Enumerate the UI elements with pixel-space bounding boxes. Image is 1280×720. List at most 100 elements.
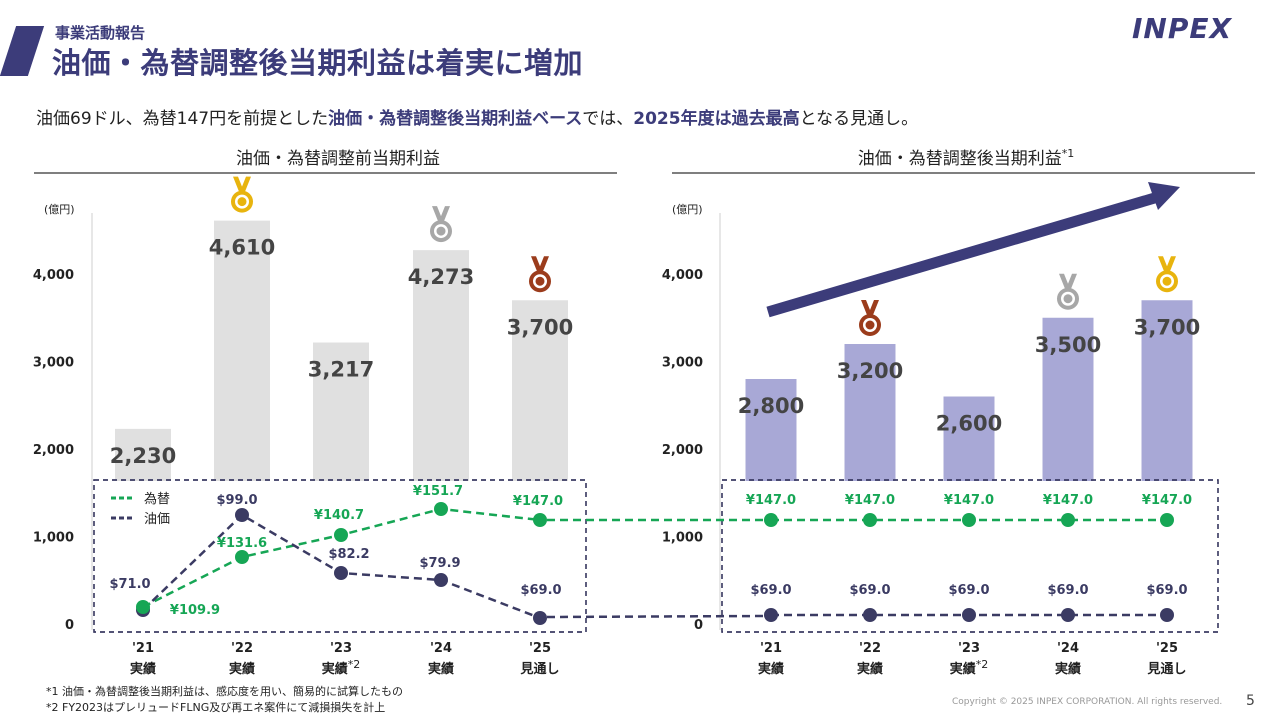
before-medal-bronze-icon-ribbon xyxy=(531,256,549,272)
after-x-footnote-mark: *2 xyxy=(976,658,989,671)
after-fx-label: ¥147.0 xyxy=(944,493,994,508)
after-bar-value: 3,500 xyxy=(1035,333,1101,357)
before-medal-bronze-icon-core xyxy=(535,276,545,286)
before-assumption-box-fill xyxy=(95,481,585,631)
after-fx-label: ¥147.0 xyxy=(746,493,796,508)
trend-arrow-shaft xyxy=(766,191,1160,318)
after-assumption-box-fill xyxy=(723,481,1217,631)
inpex-logo: INPEX xyxy=(1132,12,1233,45)
after-x-tick: '23 xyxy=(958,641,980,656)
after-fx-point xyxy=(962,513,976,527)
copyright: Copyright © 2025 INPEX CORPORATION. All … xyxy=(952,697,1223,707)
summary-part-5: となる見通し。 xyxy=(799,109,919,129)
after-medal-gold-icon-core xyxy=(1162,276,1172,286)
after-y-tick: 0 xyxy=(694,618,703,633)
before-bar-value: 3,700 xyxy=(507,315,573,339)
after-oil-point xyxy=(863,608,877,622)
before-oil-point xyxy=(235,508,249,522)
after-medal-silver-icon-ribbon xyxy=(1059,273,1077,289)
after-x-subtick: 実績 xyxy=(1055,661,1081,677)
before-x-subtick: 実績 xyxy=(130,661,156,677)
after-x-subtick: 実績*2 xyxy=(950,658,989,677)
after-x-subtick: 見通し xyxy=(1146,661,1186,677)
after-medal-silver-icon xyxy=(1057,273,1079,310)
after-medal-bronze-icon xyxy=(859,300,881,336)
before-fx-point xyxy=(334,528,348,542)
after-oil-point xyxy=(962,608,976,622)
legend-oil-label: 油価 xyxy=(144,512,170,527)
after-x-tick: '25 xyxy=(1156,641,1178,656)
before-bar-value: 4,610 xyxy=(209,236,275,260)
after-chart-title: 油価・為替調整後当期利益*1 xyxy=(858,147,1075,169)
before-medal-gold-icon xyxy=(231,176,253,213)
before-medal-silver-icon-ribbon xyxy=(432,206,450,222)
after-medal-gold-icon-ribbon xyxy=(1158,256,1176,272)
before-oil-label: $99.0 xyxy=(216,493,257,508)
before-fx-label: ¥109.9 xyxy=(170,603,220,618)
before-x-subtick: 実績 xyxy=(229,661,255,677)
summary-text: 油価69ドル、為替147円を前提とした油価・為替調整後当期利益ベースでは、202… xyxy=(36,104,918,129)
before-oil-label: $79.9 xyxy=(419,556,460,571)
before-bar-value: 2,230 xyxy=(110,444,176,468)
after-y-tick: 2,000 xyxy=(662,443,703,458)
before-fx-label: ¥140.7 xyxy=(314,508,364,523)
before-medal-silver-icon-core xyxy=(436,226,446,236)
before-oil-label: $71.0 xyxy=(109,577,150,592)
after-assumption-box-border xyxy=(721,479,1219,633)
after-medal-bronze-icon-core xyxy=(865,320,875,330)
after-oil-label: $69.0 xyxy=(750,583,791,598)
after-bar-value: 3,200 xyxy=(837,359,903,383)
before-medal-silver-icon xyxy=(430,206,452,243)
after-medal-silver-icon-core xyxy=(1063,294,1073,304)
after-x-subtick: 実績 xyxy=(758,661,784,677)
after-fx-label: ¥147.0 xyxy=(1142,493,1192,508)
summary-highlight-2: 2025年度は過去最高 xyxy=(633,109,800,129)
page-title: 油価・為替調整後当期利益は着実に増加 xyxy=(52,46,584,80)
legend-fx-label: 為替 xyxy=(144,491,170,507)
before-y-tick: 4,000 xyxy=(33,268,74,283)
before-oil-point xyxy=(434,573,448,587)
before-oil-label: $69.0 xyxy=(520,583,561,598)
before-oil-point xyxy=(334,566,348,580)
before-bar-value: 3,217 xyxy=(308,358,374,382)
before-medal-gold-icon-core xyxy=(237,197,247,207)
footnote-2: *2 FY2023はプレリュードFLNG及び再エネ案件にて減損損失を計上 xyxy=(46,701,386,714)
after-title-footnote-mark: *1 xyxy=(1062,147,1075,160)
before-fx-label: ¥147.0 xyxy=(513,494,563,509)
after-oil-label: $69.0 xyxy=(849,583,890,598)
summary-highlight-1: 油価・為替調整後当期利益ベース xyxy=(328,109,583,129)
page-number: 5 xyxy=(1246,693,1255,709)
before-x-subtick: 実績*2 xyxy=(322,658,361,677)
after-x-tick: '24 xyxy=(1057,641,1079,656)
after-medal-gold-icon xyxy=(1156,256,1178,293)
before-fx-point xyxy=(533,513,547,527)
after-fx-label: ¥147.0 xyxy=(1043,493,1093,508)
before-y-tick: 1,000 xyxy=(33,531,74,546)
section-label: 事業活動報告 xyxy=(55,24,146,42)
after-oil-point xyxy=(1061,608,1075,622)
after-y-tick: 4,000 xyxy=(662,268,703,283)
before-medal-gold-icon-ribbon xyxy=(233,176,251,192)
before-y-tick: 0 xyxy=(65,618,74,633)
after-oil-point xyxy=(764,608,778,622)
before-oil-label: $82.2 xyxy=(328,547,369,562)
before-x-tick: '22 xyxy=(231,641,253,656)
before-fx-point xyxy=(136,600,150,614)
after-fx-label: ¥147.0 xyxy=(845,493,895,508)
after-bar-value: 3,700 xyxy=(1134,315,1200,339)
after-x-tick: '21 xyxy=(760,641,782,656)
before-x-footnote-mark: *2 xyxy=(348,658,361,671)
after-x-subtick: 実績 xyxy=(857,661,883,677)
before-x-tick: '24 xyxy=(430,641,452,656)
after-oil-point xyxy=(1160,608,1174,622)
after-fx-point xyxy=(1061,513,1075,527)
before-x-subtick: 見通し xyxy=(519,661,559,677)
before-x-subtick: 実績 xyxy=(428,661,454,677)
after-medal-bronze-icon-ribbon xyxy=(861,300,879,315)
after-fx-point xyxy=(1160,513,1174,527)
before-y-tick: 3,000 xyxy=(33,356,74,371)
before-x-tick: '21 xyxy=(132,641,154,656)
summary-part-3: では、 xyxy=(582,109,634,129)
after-bar-value: 2,800 xyxy=(738,394,804,418)
